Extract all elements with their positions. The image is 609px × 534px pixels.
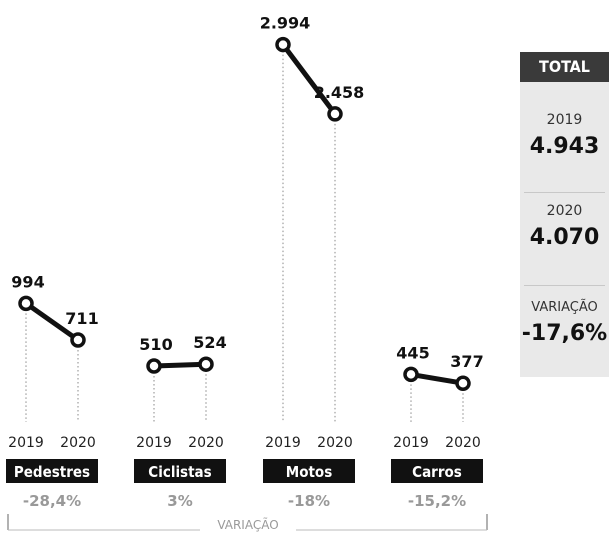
- total-title: TOTAL: [520, 52, 609, 82]
- series-line: [23, 300, 81, 343]
- value-label: 377: [450, 352, 483, 371]
- total-divider: [524, 285, 605, 286]
- category-label: Pedestres: [14, 463, 90, 481]
- total-divider: [524, 192, 605, 193]
- category-label: Carros: [412, 463, 462, 481]
- year-label: 2020: [188, 435, 224, 451]
- year-label: 2020: [317, 435, 353, 451]
- value-label: 445: [396, 343, 429, 362]
- data-point: [70, 332, 86, 348]
- series-line: [408, 371, 466, 386]
- data-point: [327, 106, 343, 122]
- category-box: [134, 459, 226, 483]
- total-variation-value: -17,6%: [521, 321, 608, 346]
- data-point: [403, 366, 419, 383]
- category-box: [6, 459, 98, 483]
- series-line: [151, 361, 209, 369]
- category-label: Ciclistas: [148, 463, 211, 481]
- value-label: 510: [139, 335, 172, 354]
- change-label: -15,2%: [408, 492, 466, 510]
- change-label: -18%: [288, 492, 330, 510]
- total-2020: 2020 4.070: [520, 203, 609, 250]
- total-panel: [520, 52, 609, 377]
- data-point: [455, 375, 471, 391]
- value-label: 2.458: [314, 83, 365, 102]
- data-point: [18, 295, 34, 312]
- year-label: 2019: [265, 435, 301, 451]
- year-label: 2020: [445, 435, 481, 451]
- data-point: [198, 356, 214, 372]
- change-label: 3%: [167, 492, 192, 510]
- category-label: Motos: [286, 463, 332, 481]
- total-2019-label: 2019: [546, 112, 583, 128]
- category-box: [263, 459, 355, 483]
- year-label: 2019: [8, 435, 44, 451]
- total-variation-label: VARIAÇÃO: [531, 300, 598, 315]
- value-label: 524: [193, 333, 226, 352]
- total-2020-label: 2020: [546, 203, 583, 219]
- total-2019-value: 4.943: [529, 134, 600, 159]
- series-line: [280, 42, 338, 117]
- year-label: 2019: [136, 435, 172, 451]
- value-label: 711: [65, 309, 98, 328]
- value-label: 994: [11, 272, 44, 291]
- total-variation: VARIAÇÃO -17,6%: [520, 300, 609, 346]
- bracket-label-bg: [200, 518, 296, 534]
- change-label: -28,4%: [23, 492, 81, 510]
- year-label: 2019: [393, 435, 429, 451]
- value-label: 2.994: [260, 14, 311, 33]
- total-2019: 2019 4.943: [520, 112, 609, 159]
- variation-label: VARIAÇÃO: [217, 517, 278, 532]
- data-point: [275, 36, 291, 53]
- total-2020-value: 4.070: [529, 225, 600, 250]
- data-point: [146, 358, 162, 374]
- year-label: 2020: [60, 435, 96, 451]
- category-box: [391, 459, 483, 483]
